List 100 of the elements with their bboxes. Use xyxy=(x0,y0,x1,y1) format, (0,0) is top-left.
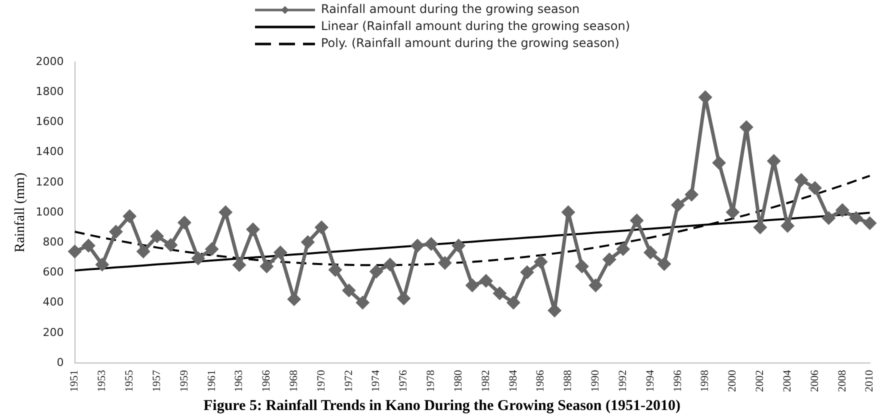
point xyxy=(712,156,726,170)
point xyxy=(233,258,246,272)
x-tick-label: 1994 xyxy=(644,370,656,392)
point xyxy=(219,206,232,218)
legend-label: Poly. (Rainfall amount during the growing season) xyxy=(321,36,620,50)
x-tick-label: 1966 xyxy=(260,370,273,392)
x-tick-label: 1982 xyxy=(480,370,492,392)
x-tick-label: 1988 xyxy=(562,370,574,392)
point xyxy=(246,223,260,236)
x-tick-label: 2010 xyxy=(864,370,876,392)
point xyxy=(164,238,177,252)
point xyxy=(603,253,616,266)
point xyxy=(576,260,588,273)
y-tick-label: 1400 xyxy=(36,145,64,158)
legend-label: Linear (Rainfall amount during the growing season) xyxy=(321,19,630,34)
x-tick-label: 1980 xyxy=(452,370,464,392)
point xyxy=(274,246,287,259)
point xyxy=(466,279,479,292)
text: Figure 5: Rainfall Trends in Kano During the Growing Season (1951-2010) xyxy=(204,398,680,414)
point xyxy=(178,216,191,229)
point xyxy=(438,256,452,270)
point xyxy=(616,242,630,256)
point xyxy=(520,266,534,278)
y-tick-label: 2000 xyxy=(36,54,64,68)
point xyxy=(328,264,342,276)
point xyxy=(754,221,766,234)
y-tick-label: 200 xyxy=(42,326,64,339)
point xyxy=(398,292,410,305)
x-tick-label: 2002 xyxy=(754,370,766,392)
x-tick-label: 1959 xyxy=(178,370,190,392)
x-tick-label: 1961 xyxy=(206,370,218,392)
point xyxy=(370,265,383,278)
point xyxy=(342,284,356,297)
point xyxy=(644,246,657,259)
point xyxy=(302,236,314,248)
x-tick-label: 1953 xyxy=(96,370,108,392)
point xyxy=(82,239,95,252)
x-tick-label: 1990 xyxy=(590,370,602,392)
point xyxy=(672,198,684,212)
x-tick-label: 2004 xyxy=(781,370,794,392)
point xyxy=(96,258,108,271)
x-tick-label: 1968 xyxy=(288,370,300,392)
x-tick-label: 1984 xyxy=(507,370,520,392)
y-tick-label: 800 xyxy=(42,235,64,248)
x-tick-label: 1972 xyxy=(342,370,355,392)
point xyxy=(206,242,218,256)
point xyxy=(123,210,136,223)
x-tick-label: 1996 xyxy=(672,370,684,392)
point xyxy=(315,221,328,234)
y-tick-label: 1000 xyxy=(36,205,64,218)
point xyxy=(808,182,822,194)
point xyxy=(836,204,849,216)
point xyxy=(658,258,670,270)
point xyxy=(548,304,561,317)
x-tick-label: 1976 xyxy=(398,370,410,392)
x-tick-label: 2008 xyxy=(836,370,848,392)
point xyxy=(260,260,273,273)
x-tick-label: 1978 xyxy=(425,370,438,392)
x-tick-label: 1955 xyxy=(124,370,136,392)
y-axis-title: Rainfall (mm) xyxy=(13,172,28,252)
y-tick-label: 1800 xyxy=(36,84,64,98)
x-tick-label: 1986 xyxy=(534,370,547,392)
point xyxy=(356,296,369,309)
x-tick-label: 1970 xyxy=(315,370,328,392)
point xyxy=(137,245,150,258)
point xyxy=(740,120,753,134)
point xyxy=(562,206,574,218)
point xyxy=(795,174,808,186)
y-tick-label: 600 xyxy=(42,266,64,279)
point xyxy=(534,256,548,268)
point xyxy=(480,274,492,288)
point xyxy=(150,230,164,243)
point xyxy=(685,188,698,201)
point xyxy=(424,238,438,250)
y-tick-label: 0 xyxy=(56,356,64,369)
point xyxy=(630,214,644,227)
x-tick-label: 1974 xyxy=(370,370,382,392)
point xyxy=(192,252,204,265)
x-tick-label: 2000 xyxy=(726,370,739,392)
point xyxy=(411,239,424,252)
y-tick-label: 400 xyxy=(42,296,64,309)
y-tick-label: 1200 xyxy=(36,175,64,188)
point xyxy=(68,245,82,258)
point xyxy=(493,287,506,300)
point xyxy=(452,239,465,252)
x-tick-label: 2006 xyxy=(808,370,821,392)
y-tick-label: 1600 xyxy=(36,115,64,128)
point xyxy=(384,258,396,271)
point xyxy=(110,226,122,238)
x-tick-label: 1957 xyxy=(150,370,163,392)
point xyxy=(507,296,520,309)
point xyxy=(589,279,602,292)
point xyxy=(864,216,876,230)
legend-label: Rainfall amount during the growing season xyxy=(321,2,580,16)
x-tick-label: 1951 xyxy=(68,370,81,392)
point xyxy=(699,90,712,104)
point xyxy=(822,212,835,224)
x-tick-label: 1998 xyxy=(699,370,712,392)
x-tick-label: 1992 xyxy=(616,370,629,392)
x-tick-label: 1963 xyxy=(233,370,246,392)
